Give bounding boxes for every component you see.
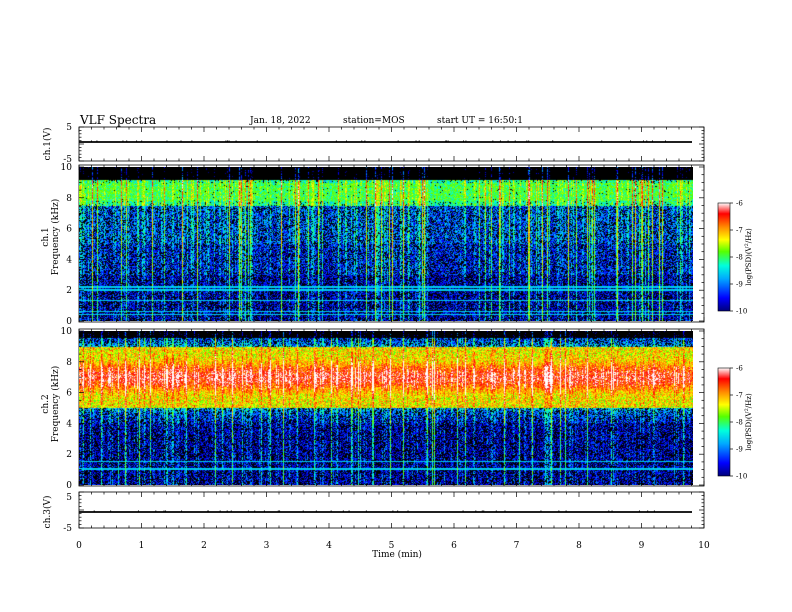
ch1-ytick-bottom: -5 — [63, 155, 72, 165]
colorbar-tick-label: -6 — [736, 200, 743, 208]
colorbar-tick-label: -9 — [736, 281, 743, 289]
x-tick-label: 3 — [264, 541, 270, 551]
ch2-ylabel-frequency: Frequency (kHz) — [50, 366, 61, 443]
y-tick-label: 0 — [66, 317, 72, 327]
date-label: Jan. 18, 2022 — [249, 116, 311, 126]
x-tick-label: 5 — [389, 541, 395, 551]
ch1-spectrogram-image — [79, 167, 693, 321]
y-tick-label: 2 — [66, 286, 72, 296]
ch2-spectrogram-panel: 0 2 4 6 8 10 ch.2 Frequency (kHz) — [41, 327, 705, 491]
x-tick-label: 8 — [576, 541, 582, 551]
x-tick-label: 6 — [451, 541, 457, 551]
y-tick-label: 2 — [66, 450, 72, 460]
ch2-spectrogram-image — [79, 331, 693, 485]
ch1-ylabel-channel: ch.1 — [41, 227, 51, 246]
colorbar-tick-label: -8 — [736, 254, 743, 262]
colorbar-tick-label: -10 — [736, 308, 747, 316]
y-tick-label: 10 — [61, 327, 73, 337]
ch2-colorbar-label: log(PSD)(V2/Hz) — [744, 393, 753, 451]
colorbar-tick-label: -9 — [736, 446, 743, 454]
ch1-ylabel: ch.1(V) — [42, 128, 53, 161]
ch1-ytick-top: 5 — [66, 123, 72, 133]
colorbar-tick-label: -10 — [736, 473, 747, 481]
y-tick-label: 0 — [66, 481, 72, 491]
y-tick-label: 10 — [61, 163, 73, 173]
ch3-ytick-top: 5 — [66, 493, 72, 503]
ch1-colorbar-label: log(PSD)(V2/Hz) — [744, 228, 753, 286]
x-tick-label: 2 — [201, 541, 207, 551]
ch1-spectrogram-panel: 0 2 4 6 8 10 ch.1 Frequency (kHz) — [41, 163, 705, 327]
figure-title: VLF Spectra — [79, 113, 156, 127]
ch2-colorbar: -6 -7 -8 -9 -10 log(PSD)(V2/Hz) — [717, 365, 753, 481]
x-tick-label: 7 — [514, 541, 520, 551]
x-tick-label: 10 — [698, 541, 710, 551]
x-tick-label: 9 — [639, 541, 645, 551]
y-tick-label: 8 — [66, 194, 72, 204]
y-tick-label: 6 — [66, 225, 72, 235]
start-time-label: start UT = 16:50:1 — [437, 116, 523, 126]
y-tick-label: 4 — [66, 255, 72, 265]
x-tick-label: 4 — [326, 541, 332, 551]
y-tick-label: 4 — [66, 419, 72, 429]
colorbar-tick-label: -7 — [736, 392, 743, 400]
colorbar-tick-label: -7 — [736, 227, 743, 235]
x-tick-label: 1 — [139, 541, 145, 551]
x-axis-ticklabels: 0 1 2 3 4 5 6 7 8 9 10 — [76, 541, 710, 551]
colorbar-tick-label: -8 — [736, 419, 743, 427]
y-tick-label: 6 — [66, 389, 72, 399]
ch1-voltage-panel: 5 -5 ch.1(V) — [42, 123, 705, 165]
ch1-ylabel-frequency: Frequency (kHz) — [50, 199, 61, 276]
x-tick-label: 0 — [76, 541, 82, 551]
y-tick-label: 8 — [66, 358, 72, 368]
x-axis-label: Time (min) — [372, 549, 422, 560]
ch3-voltage-panel: 5 -5 ch.3(V) — [42, 491, 705, 534]
station-label: station=MOS — [343, 116, 405, 126]
colorbar-tick-label: -6 — [736, 365, 743, 373]
ch2-ylabel-channel: ch.2 — [41, 394, 51, 413]
ch3-ytick-bottom: -5 — [63, 524, 72, 534]
ch3-ylabel: ch.3(V) — [42, 496, 53, 529]
ch1-colorbar: -6 -7 -8 -9 -10 log(PSD)(V2/Hz) — [717, 200, 753, 316]
